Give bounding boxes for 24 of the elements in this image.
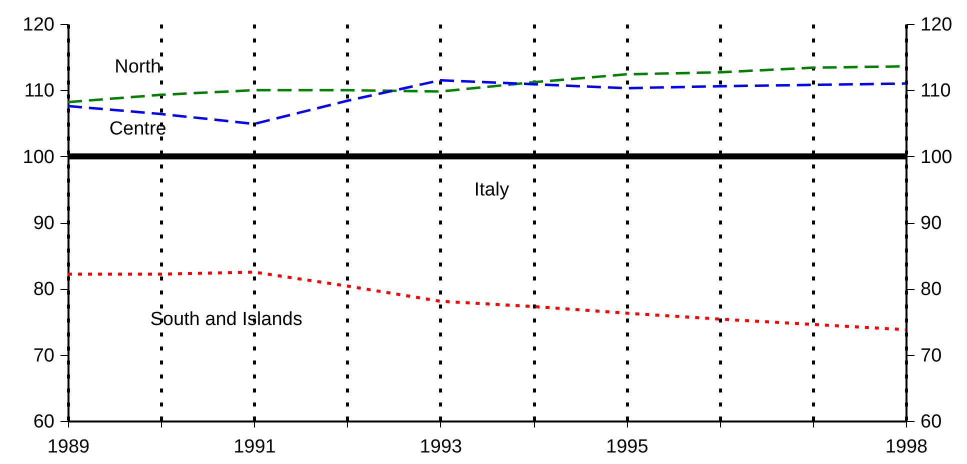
series-label: South and Islands — [150, 309, 302, 330]
line-series — [66, 270, 908, 332]
y2-tick-label: 70 — [920, 345, 942, 366]
series-label: Centre — [109, 118, 166, 140]
y2-tick-label: 100 — [920, 146, 952, 168]
series-label: Italy — [474, 179, 510, 200]
y-tick-label: 110 — [24, 80, 54, 102]
x-tick-label: 1998 — [885, 436, 928, 458]
y2-tick-label: 60 — [920, 412, 942, 432]
y2-tick-label: 110 — [920, 80, 951, 102]
x-tick-label: 1993 — [420, 436, 462, 458]
y-tick-label: 100 — [22, 146, 54, 168]
y2-tick-label: 120 — [920, 14, 952, 36]
x-tick-label: 1995 — [606, 436, 648, 458]
y-tick-label: 70 — [33, 345, 54, 366]
x-tick-label: 1989 — [47, 436, 90, 458]
y2-tick-label: 80 — [920, 279, 942, 300]
y2-tick-label: 90 — [920, 213, 942, 234]
y-tick-label: 90 — [33, 213, 54, 234]
x-tick-label: 1991 — [234, 436, 276, 458]
y-tick-label: 80 — [33, 279, 54, 300]
y-tick-label: 120 — [22, 14, 54, 36]
series-label: North — [114, 56, 162, 78]
y-tick-label: 60 — [33, 412, 54, 432]
